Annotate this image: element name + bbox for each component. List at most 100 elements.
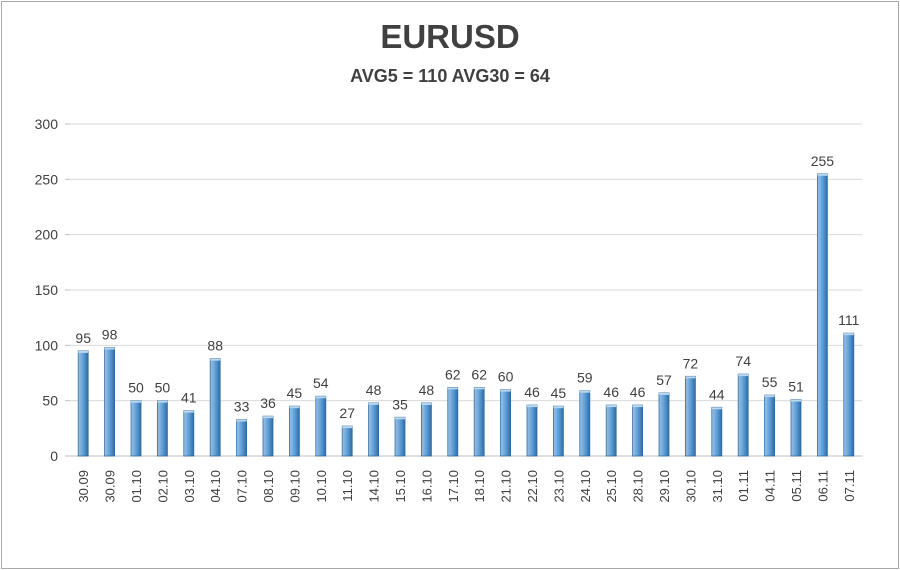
bar-top [342,426,353,429]
x-tick-label: 29.10 [657,470,672,503]
bar-top [527,405,537,408]
data-label: 46 [524,384,540,400]
x-tick-label: 05.11 [789,470,804,502]
bar [817,173,828,457]
data-label: 50 [155,380,171,396]
data-label: 88 [207,338,223,354]
bar-top [764,395,775,398]
x-tick-label: 01.11 [736,470,751,502]
y-tick-label: 150 [35,282,59,298]
bar-top [606,405,617,408]
bar-top [289,406,300,409]
data-label: 35 [392,396,408,412]
data-label: 98 [102,327,118,343]
bar-top [632,405,643,408]
bar-top [131,400,141,403]
bar-top [157,400,168,403]
data-label: 46 [630,384,646,400]
x-tick-label: 02.10 [155,470,170,503]
data-label: 41 [181,390,197,406]
bar [737,373,749,457]
bar-top [421,402,432,405]
data-label: 59 [577,370,593,386]
y-tick-label: 0 [50,448,58,464]
bar-top [368,402,379,405]
bar-top [791,399,801,402]
chart-title: EURUSD [380,18,520,55]
x-tick-label: 09.10 [287,470,302,503]
bar-top [447,387,458,390]
data-label: 57 [656,372,672,388]
bar-top [395,417,405,420]
bar [183,410,195,457]
bar [156,400,168,457]
x-tick-label: 06.11 [815,470,830,502]
bar-top [500,389,511,392]
bar-top [817,173,828,176]
data-label: 51 [788,379,804,395]
bar-top [659,392,669,395]
x-tick-label: 28.10 [631,470,646,503]
x-tick-label: 30.10 [683,470,698,503]
bar [130,400,142,457]
bar [843,332,855,457]
data-label: 62 [471,366,487,382]
bar [764,394,775,457]
bar [315,395,327,457]
bar [553,405,564,457]
bar-top [711,407,722,410]
x-tick-label: 14.10 [367,470,382,503]
bar [288,405,300,457]
bar-top [236,419,247,422]
data-label: 72 [683,355,699,371]
data-label: 27 [339,405,355,421]
bar [209,358,221,457]
x-tick-label: 30.09 [103,470,118,503]
x-tick-label: 07.11 [842,470,857,502]
data-label: 45 [287,385,303,401]
bar-top [738,374,749,377]
bar [236,419,248,457]
data-label: 255 [811,153,835,169]
bar [658,392,670,457]
data-label: 74 [735,353,751,369]
x-tick-label: 08.10 [261,470,276,503]
bar-top [843,333,854,336]
bar [262,415,274,457]
bar [447,386,459,457]
data-label: 44 [709,386,725,402]
y-tick-label: 50 [42,393,58,409]
bar-top [183,410,194,413]
bar-top [263,416,273,419]
x-tick-label: 01.10 [129,470,144,503]
bar [579,390,591,457]
y-tick-label: 300 [35,116,59,132]
bar [104,347,115,457]
bar-top [553,406,564,409]
x-tick-label: 03.10 [182,470,197,503]
x-tick-label: 18.10 [472,470,487,503]
data-label: 111 [838,312,859,328]
x-tick-label: 17.10 [446,470,461,503]
data-label: 50 [128,380,144,396]
bar [420,402,432,457]
bar-top [579,390,590,393]
data-label: 60 [498,369,514,385]
data-label: 45 [551,385,567,401]
bar-top [474,387,485,390]
data-label: 55 [762,374,778,390]
x-tick-label: 11.10 [340,470,355,502]
x-tick-label: 15.10 [393,470,408,503]
bar-top [685,376,696,379]
data-label: 36 [260,395,276,411]
bar [394,416,406,457]
bar [473,386,485,457]
chart-subtitle: AVG5 = 110 AVG30 = 64 [350,66,550,86]
bar [632,404,643,457]
data-label: 48 [366,382,382,398]
y-tick-label: 250 [35,171,59,187]
x-tick-label: 04.11 [763,470,778,502]
x-tick-label: 10.10 [314,470,329,503]
bar-top [104,347,115,350]
